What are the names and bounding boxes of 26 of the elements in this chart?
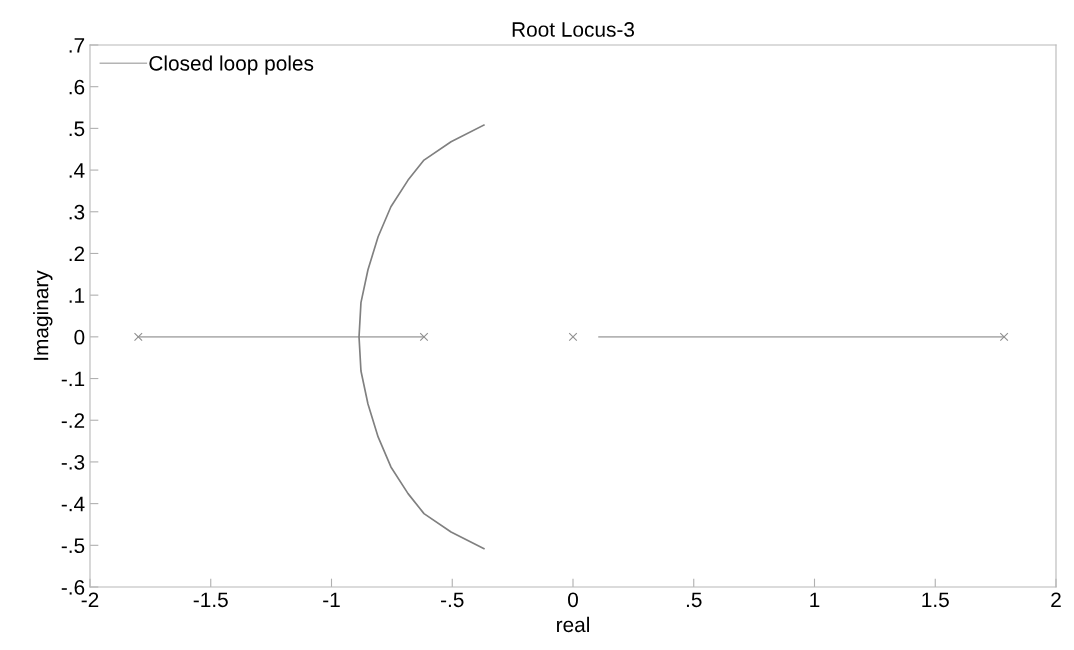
y-tick-label: -.3 — [61, 454, 85, 470]
chart-title: Root Locus-3 — [512, 22, 635, 37]
y-tick-label: .6 — [69, 79, 85, 95]
y-tick-label: .7 — [69, 38, 85, 53]
y-tick-label: .1 — [69, 288, 85, 303]
y-tick-label: -.5 — [61, 538, 85, 554]
x-tick-label: -1 — [323, 592, 340, 607]
x-tick-label: 1.5 — [922, 592, 949, 608]
x-tick-label: -1.5 — [193, 592, 228, 608]
y-axis-title: Imaginary — [33, 270, 53, 360]
x-tick-label: 2 — [1051, 592, 1061, 607]
y-tick-label: -.1 — [61, 371, 85, 387]
x-axis-title: real — [557, 616, 589, 633]
y-tick-label: 0 — [74, 329, 85, 345]
y-tick-label: .5 — [69, 121, 85, 137]
y-tick-label: .3 — [69, 204, 85, 220]
line-series — [358, 124, 485, 550]
y-tick-label: .2 — [69, 246, 85, 262]
y-tick-label: -.4 — [61, 496, 85, 512]
x-tick-label: .5 — [686, 592, 702, 608]
y-tick-label: -.2 — [61, 413, 85, 428]
x-tick-label: -.5 — [441, 592, 464, 608]
legend-label: Closed loop poles — [149, 55, 314, 75]
x-tick-label: 1 — [810, 592, 820, 607]
x-tick-label: 0 — [568, 592, 578, 608]
y-tick-label: .4 — [69, 163, 85, 178]
